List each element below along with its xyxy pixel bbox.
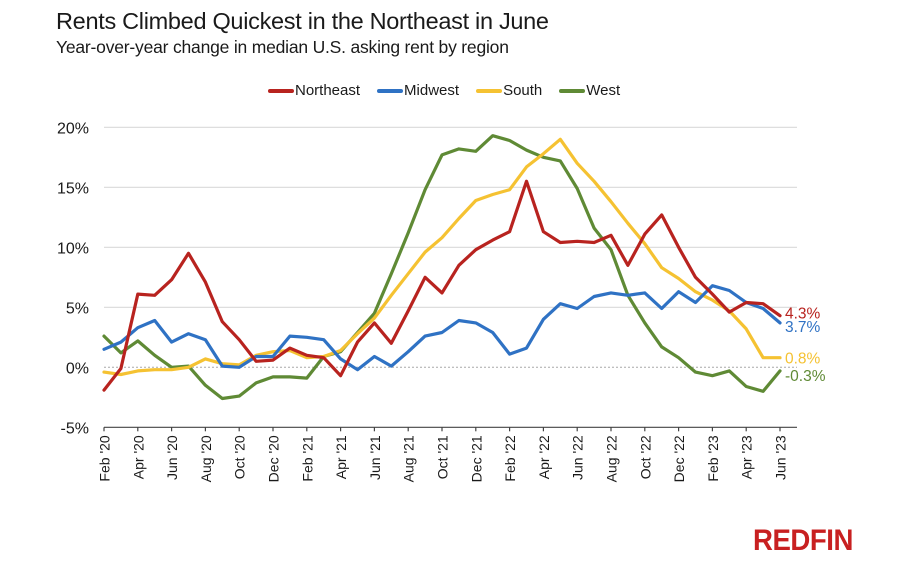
legend-item-west: West (559, 82, 620, 99)
legend-swatch-west (559, 88, 586, 93)
x-tick-label: Dec '22 (671, 435, 687, 482)
x-tick-label: Feb '20 (97, 435, 113, 481)
x-axis: Feb '20 Apr '20 Jun '20 Aug '20 Oct '20 Dec '… (97, 426, 797, 482)
y-tick-label: -5% (61, 420, 89, 437)
x-tick-label: Apr '21 (333, 435, 349, 479)
x-tick-label: Dec '21 (468, 435, 484, 482)
x-tick-label: Jun '20 (164, 435, 180, 480)
legend-label-south: South (503, 82, 543, 99)
chart-subtitle: Year-over-year change in median U.S. ask… (56, 37, 509, 57)
y-tick-label: 5% (66, 300, 89, 317)
redfin-logo: REDFIN (753, 524, 853, 557)
x-tick-label: Oct '22 (637, 435, 653, 479)
x-tick-label: Jun '21 (367, 435, 383, 480)
legend-item-south: South (476, 82, 542, 99)
gridlines (104, 126, 797, 368)
x-tick-label: Oct '21 (435, 435, 451, 479)
x-tick-label: Dec '20 (266, 435, 282, 482)
legend-label-midwest: Midwest (404, 82, 460, 99)
x-tick-label: Apr '23 (739, 435, 755, 479)
end-label-west: -0.3% (785, 368, 826, 385)
x-tick-label: Apr '20 (130, 435, 146, 479)
y-axis: -5% 0% 5% 10% 15% 20% (57, 120, 89, 437)
legend-swatch-south (476, 88, 503, 93)
chart-title: Rents Climbed Quickest in the Northeast … (56, 8, 549, 34)
x-tick-label: Jun '22 (570, 435, 586, 480)
x-tick-label: Apr '22 (536, 435, 552, 479)
legend-label-west: West (586, 82, 621, 99)
legend-item-midwest: Midwest (377, 82, 459, 99)
x-tick-label: Oct '20 (232, 435, 248, 479)
legend-swatch-midwest (377, 88, 404, 93)
end-label-northeast: 4.3% (785, 306, 821, 323)
end-label-south: 0.8% (785, 351, 821, 368)
x-tick-label: Jun '23 (773, 435, 789, 480)
x-tick-label: Aug '20 (198, 435, 214, 482)
end-labels: 4.3%3.7% 0.8%-0.3% (785, 306, 826, 385)
x-tick-label: Feb '23 (705, 435, 721, 481)
legend-item-northeast: Northeast (268, 82, 360, 99)
y-tick-label: 15% (57, 180, 89, 197)
x-tick-label: Feb '22 (502, 435, 518, 481)
y-tick-label: 10% (57, 240, 89, 257)
legend-label-northeast: Northeast (295, 82, 361, 99)
y-tick-label: 0% (66, 360, 89, 377)
legend-swatch-northeast (268, 88, 294, 93)
x-tick-label: Aug '22 (604, 435, 620, 482)
x-tick-label: Aug '21 (401, 435, 417, 482)
legend: Northeast Midwest South West (268, 82, 637, 99)
y-tick-label: 20% (57, 120, 89, 137)
series-lines (102, 134, 782, 401)
end-label-midwest: 3.7% (785, 319, 821, 336)
x-tick-label: Feb '21 (299, 435, 315, 481)
